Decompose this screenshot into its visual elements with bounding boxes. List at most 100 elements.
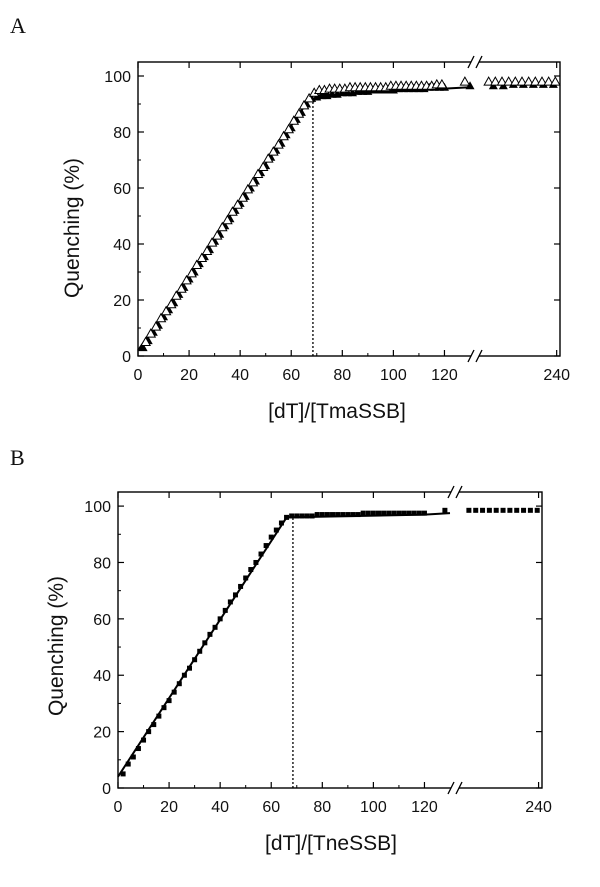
data-point-square [248,567,254,573]
y-tick-label: 100 [104,69,131,86]
data-point-square [273,527,279,533]
data-point-square [294,513,300,519]
data-point-open-triangle [529,76,541,86]
data-point-square [171,689,177,695]
data-point-square [527,507,533,513]
data-point-square [442,507,448,513]
y-tick-label: 0 [122,349,131,366]
data-point-open-triangle [242,183,254,194]
data-point-open-triangle [140,336,152,346]
data-point-open-triangle [496,76,508,86]
data-point-open-triangle [222,214,233,225]
data-point-square [350,512,356,518]
data-point-square [166,698,172,704]
axis-break-mark [467,349,475,363]
data-point-open-triangle [216,221,228,232]
data-point-square [319,512,325,518]
data-point-open-triangle [303,92,315,103]
data-point-square [500,507,506,513]
data-point-open-triangle [257,161,269,171]
axis-break-gap [451,785,459,791]
data-point-square [243,575,249,581]
data-point-square [146,729,152,735]
data-point-square [345,512,351,518]
data-point-square [278,520,284,526]
data-point-square [493,507,499,513]
data-point-square [466,507,472,513]
data-point-square [386,510,392,516]
x-tick-label: 120 [411,799,438,816]
data-point-open-triangle [176,283,187,293]
axis-break-mark [455,485,463,499]
axis-break-mark [475,349,483,363]
y-tick-label: 60 [113,181,131,198]
data-point-open-triangle [298,99,310,110]
y-tick-label: 20 [93,725,111,742]
data-point-open-triangle [150,321,162,331]
x-tick-label: 20 [160,799,178,816]
data-point-open-triangle [201,245,213,255]
plot-frame [117,491,543,789]
y-tick-label: 40 [93,668,111,685]
data-point-open-triangle [145,328,157,338]
data-point-square [480,507,486,513]
axis-break-mark [447,781,455,795]
data-point-square [207,631,213,637]
data-point-open-triangle [283,123,295,134]
data-point-open-triangle [186,267,197,278]
x-tick-label: 80 [333,367,351,384]
fit-line [137,86,471,351]
data-point-square [258,551,264,557]
data-point-square [401,510,407,516]
data-point-square [125,761,131,767]
fit-line [117,512,451,778]
data-point-square [340,512,346,518]
data-point-square [324,512,330,518]
data-point-square [263,543,269,549]
data-point-square [120,771,126,777]
data-point-square [232,592,238,598]
data-point-square [156,713,162,719]
data-point-open-triangle [191,259,203,269]
data-point-open-triangle [273,139,284,149]
data-point-square [391,510,397,516]
data-point-open-triangle [549,76,561,86]
data-point-open-triangle [293,108,305,118]
x-tick-label: 240 [525,799,552,816]
data-point-open-triangle [181,274,192,285]
data-point-open-triangle [489,76,501,86]
x-tick-label: 40 [211,799,229,816]
y-tick-label: 20 [113,293,131,310]
x-axis-label-b: [dT]/[TneSSB] [265,832,397,855]
axis-break-gap [471,353,479,359]
data-point-open-triangle [516,76,528,86]
x-tick-label: 20 [180,367,198,384]
y-axis-label-b: Quenching (%) [45,576,68,716]
panel-label-b: B [10,445,25,470]
data-point-open-triangle [509,76,521,86]
data-point-square [253,559,259,565]
axis-break-mark [455,781,463,795]
axis-break-mark [447,485,455,499]
axis-break-mark [467,55,475,69]
x-tick-label: 0 [134,367,143,384]
x-tick-label: 100 [360,799,387,816]
data-point-square [217,616,223,622]
data-point-square [360,510,366,516]
data-point-open-triangle [503,76,515,86]
data-point-open-triangle [206,237,218,247]
data-point-square [141,737,147,743]
y-tick-label: 80 [113,125,131,142]
data-point-square [335,512,341,518]
data-point-square [197,648,203,654]
data-point-square [507,507,513,513]
data-point-square [192,657,198,663]
data-point-open-triangle [227,206,238,216]
data-point-square [304,513,310,519]
data-point-open-triangle [483,76,495,86]
x-tick-label: 240 [543,367,570,384]
panel-b-plot: 0 20 40 60 80 100 0 20 40 60 80 100 120 240 [84,485,552,816]
data-point-open-triangle [237,192,249,202]
